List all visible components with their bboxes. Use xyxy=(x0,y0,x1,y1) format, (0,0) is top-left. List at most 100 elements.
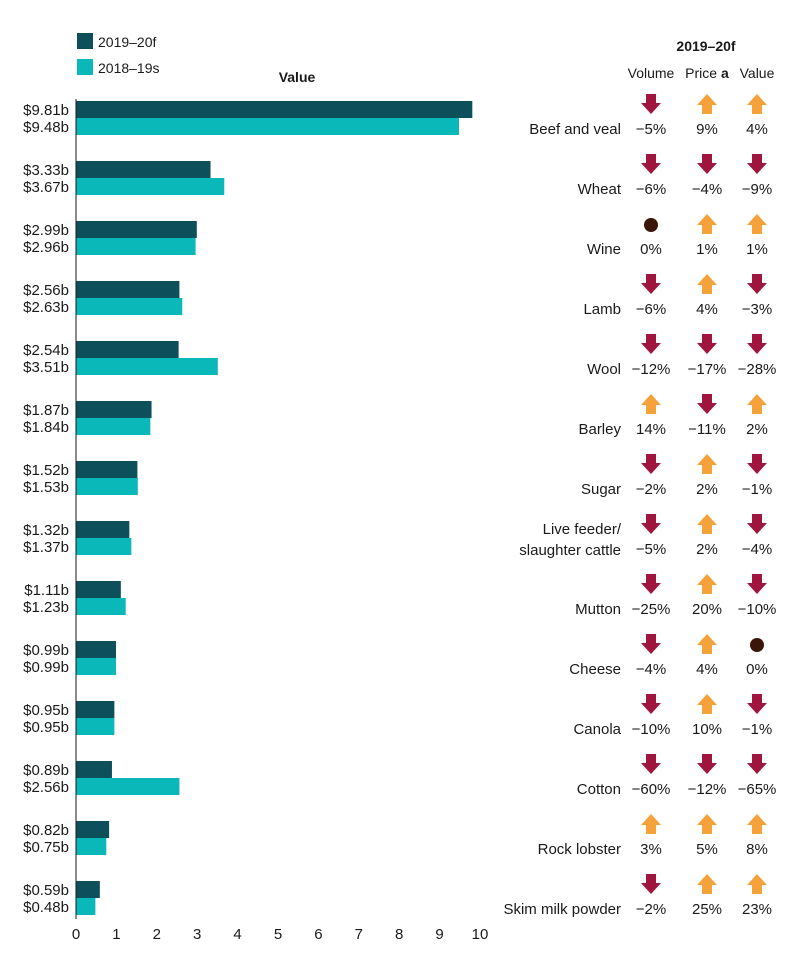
value-label-2019-20f-11: $0.89b xyxy=(23,762,69,779)
row-13-price-up-arrow-icon xyxy=(697,874,717,894)
bar-2019-20f-0 xyxy=(76,101,473,118)
bar-2018-19s-10 xyxy=(76,718,115,735)
x-tick-label-7: 7 xyxy=(355,926,363,943)
value-label-2018-19s-0: $9.48b xyxy=(23,119,69,136)
row-8-price-up-arrow-icon xyxy=(697,574,717,594)
bar-2019-20f-8 xyxy=(76,581,121,598)
commodity-name-4: Wool xyxy=(587,361,621,378)
value-label-2019-20f-1: $3.33b xyxy=(23,162,69,179)
row-12-value-change: 8% xyxy=(746,841,768,858)
row-6-value-down-arrow-icon xyxy=(747,454,767,474)
commodity-name-3: Lamb xyxy=(583,301,621,318)
row-5-volume-up-arrow-icon xyxy=(641,394,661,414)
row-9-value-flat-icon xyxy=(750,638,764,652)
row-6-volume-change: −2% xyxy=(636,481,666,498)
row-1-volume-change: −6% xyxy=(636,181,666,198)
row-4-volume-down-arrow-icon xyxy=(641,334,661,354)
bar-2018-19s-2 xyxy=(76,238,196,255)
row-1-price-change: −4% xyxy=(692,181,722,198)
row-4-price-down-arrow-icon xyxy=(697,334,717,354)
bar-2018-19s-7 xyxy=(76,538,132,555)
value-label-2019-20f-6: $1.52b xyxy=(23,462,69,479)
row-9-volume-down-arrow-icon xyxy=(641,634,661,654)
commodity-name-8: Mutton xyxy=(575,601,621,618)
row-9-value-change: 0% xyxy=(746,661,768,678)
row-0-value-change: 4% xyxy=(746,121,768,138)
x-tick-label-2: 2 xyxy=(153,926,161,943)
value-label-2018-19s-4: $3.51b xyxy=(23,359,69,376)
row-2-volume-change: 0% xyxy=(640,241,662,258)
bar-2019-20f-12 xyxy=(76,821,110,838)
x-axis: 0 1 2 3 4 5 6 7 8 9 10 xyxy=(72,99,488,943)
value-label-2019-20f-0: $9.81b xyxy=(23,102,69,119)
row-6-value-change: −1% xyxy=(742,481,772,498)
commodity-name-11: Cotton xyxy=(577,781,621,798)
row-4-value-down-arrow-icon xyxy=(747,334,767,354)
row-13-value-change: 23% xyxy=(742,901,772,918)
row-9-volume-change: −4% xyxy=(636,661,666,678)
row-1-value-change: −9% xyxy=(742,181,772,198)
row-2-volume-flat-icon xyxy=(644,218,658,232)
row-8-volume-change: −25% xyxy=(632,601,671,618)
row-10-value-down-arrow-icon xyxy=(747,694,767,714)
x-tick-label-3: 3 xyxy=(193,926,201,943)
row-6-price-change: 2% xyxy=(696,481,718,498)
row-11-price-change: −12% xyxy=(688,781,727,798)
value-label-2018-19s-3: $2.63b xyxy=(23,299,69,316)
bar-2018-19s-1 xyxy=(76,178,225,195)
row-11-volume-down-arrow-icon xyxy=(641,754,661,774)
row-0-price-change: 9% xyxy=(696,121,718,138)
commodity-name-13: Skim milk powder xyxy=(503,901,621,918)
row-8-price-change: 20% xyxy=(692,601,722,618)
column-header-price-note: a xyxy=(721,65,729,81)
value-label-2018-19s-13: $0.48b xyxy=(23,899,69,916)
value-label-2018-19s-8: $1.23b xyxy=(23,599,69,616)
bar-2018-19s-4 xyxy=(76,358,218,375)
bar-2019-20f-10 xyxy=(76,701,115,718)
bar-2019-20f-11 xyxy=(76,761,112,778)
bar-2019-20f-2 xyxy=(76,221,197,238)
x-tick-label-0: 0 xyxy=(72,926,80,943)
bar-2018-19s-8 xyxy=(76,598,126,615)
row-7-price-up-arrow-icon xyxy=(697,514,717,534)
row-3-price-change: 4% xyxy=(696,301,718,318)
row-9-price-up-arrow-icon xyxy=(697,634,717,654)
row-0-price-up-arrow-icon xyxy=(697,94,717,114)
row-0-volume-change: −5% xyxy=(636,121,666,138)
bar-2018-19s-13 xyxy=(76,898,96,915)
row-2-value-change: 1% xyxy=(746,241,768,258)
row-3-price-up-arrow-icon xyxy=(697,274,717,294)
bar-2018-19s-11 xyxy=(76,778,180,795)
row-13-price-change: 25% xyxy=(692,901,722,918)
bar-2019-20f-9 xyxy=(76,641,116,658)
commodity-name-0: Beef and veal xyxy=(529,121,621,138)
row-2-value-up-arrow-icon xyxy=(747,214,767,234)
bar-2019-20f-1 xyxy=(76,161,211,178)
row-2-price-up-arrow-icon xyxy=(697,214,717,234)
value-label-2018-19s-1: $3.67b xyxy=(23,179,69,196)
column-header-value: Value xyxy=(740,65,775,81)
row-6-volume-down-arrow-icon xyxy=(641,454,661,474)
x-tick-label-5: 5 xyxy=(274,926,282,943)
row-3-value-down-arrow-icon xyxy=(747,274,767,294)
row-7-volume-change: −5% xyxy=(636,541,666,558)
bar-2018-19s-12 xyxy=(76,838,107,855)
row-1-value-down-arrow-icon xyxy=(747,154,767,174)
legend-label-2018-19s: 2018–19s xyxy=(98,60,160,76)
table-heading: 2019–20f xyxy=(676,38,736,54)
row-7-price-change: 2% xyxy=(696,541,718,558)
x-tick-label-1: 1 xyxy=(112,926,120,943)
value-label-2018-19s-6: $1.53b xyxy=(23,479,69,496)
value-label-2019-20f-2: $2.99b xyxy=(23,222,69,239)
row-12-price-change: 5% xyxy=(696,841,718,858)
row-8-value-down-arrow-icon xyxy=(747,574,767,594)
chart-title: Value xyxy=(279,69,316,85)
row-1-volume-down-arrow-icon xyxy=(641,154,661,174)
commodity-name-6: Sugar xyxy=(581,481,621,498)
row-0-volume-down-arrow-icon xyxy=(641,94,661,114)
value-label-2018-19s-11: $2.56b xyxy=(23,779,69,796)
value-label-2019-20f-4: $2.54b xyxy=(23,342,69,359)
bar-2018-19s-3 xyxy=(76,298,183,315)
commodity-name-2: Wine xyxy=(587,241,621,258)
